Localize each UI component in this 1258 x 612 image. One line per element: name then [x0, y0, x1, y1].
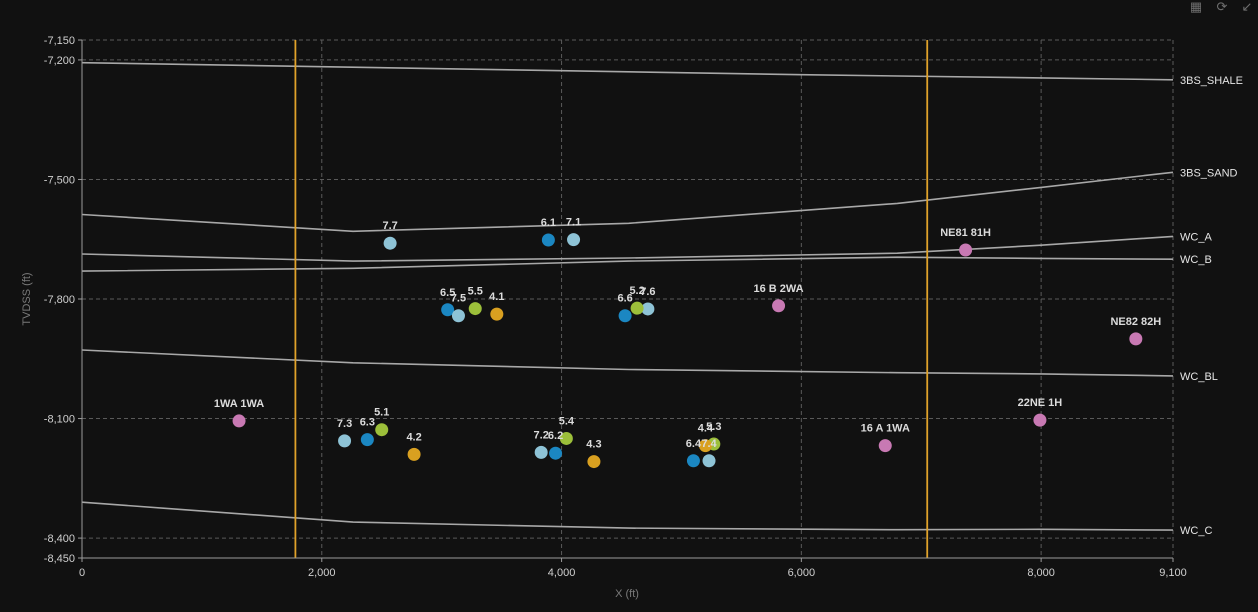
data-point-label: 6.2 — [548, 430, 563, 442]
y-tick-label: -8,450 — [44, 553, 75, 565]
data-point-label: NE81 81H — [940, 227, 991, 239]
data-point-label: 16 A 1WA — [861, 423, 910, 435]
data-point — [534, 445, 548, 459]
data-point-label: 6.1 — [541, 217, 556, 229]
data-point — [541, 233, 555, 247]
data-point — [549, 446, 563, 460]
data-point-label: 7.2 — [534, 429, 549, 441]
data-point — [567, 233, 581, 247]
point-labels: 6.1 6.5 6.6 6.3 6.2 6.4 7.7 7.1 7.5 7.6 7.3 7.2 7.4 5… — [214, 217, 1161, 451]
data-point-label: 7.1 — [566, 217, 581, 229]
data-point — [772, 299, 786, 313]
data-point — [468, 302, 482, 316]
horizon-line — [81, 256, 1174, 272]
x-tick-label: 8,000 — [1027, 567, 1055, 579]
horizon-line — [81, 501, 1174, 531]
x-tick-label: 6,000 — [788, 567, 816, 579]
data-point-label: 5.5 — [468, 286, 483, 298]
data-point — [451, 309, 465, 323]
data-point — [232, 414, 246, 428]
data-point-label: 22NE 1H — [1018, 397, 1063, 409]
data-point — [383, 236, 397, 250]
horizon-label: 3BS_SHALE — [1180, 75, 1243, 87]
y-tick-label: -8,400 — [44, 533, 75, 545]
horizon-label: WC_A — [1180, 231, 1212, 243]
data-point — [641, 302, 655, 316]
horizon-lines: 3BS_SHALE 3BS_SAND WC_A WC_B WC_BL WC_C — [81, 61, 1243, 537]
data-point — [407, 447, 421, 461]
horizon-label: 3BS_SAND — [1180, 167, 1238, 179]
data-point — [618, 309, 632, 323]
grid-lines — [82, 39, 1174, 559]
data-point — [698, 439, 712, 453]
data-point-label: 6.6 — [617, 293, 632, 305]
x-tick-label: 9,100 — [1159, 567, 1187, 579]
data-point-label: 4.3 — [586, 439, 601, 451]
data-point — [686, 454, 700, 468]
data-point — [959, 243, 973, 257]
y-axis-title: TVDSS (ft) — [21, 272, 33, 325]
data-point-label: 7.4 — [701, 438, 717, 450]
data-point — [1129, 332, 1143, 346]
data-point-label: 16 B 2WA — [753, 283, 803, 295]
data-point — [375, 423, 389, 437]
y-tick-label: -8,100 — [44, 414, 75, 426]
data-point — [360, 433, 374, 447]
data-point-label: 7.3 — [337, 418, 352, 430]
data-point-label: 7.6 — [640, 286, 655, 298]
horizon-label: WC_C — [1180, 525, 1212, 537]
data-point-label: 7.7 — [382, 220, 397, 232]
data-point-label: 4.2 — [406, 431, 421, 443]
data-point — [630, 301, 644, 315]
data-point — [441, 303, 455, 317]
data-points — [232, 233, 1143, 469]
data-point-label: 6.3 — [360, 417, 375, 429]
horizon-line — [81, 349, 1174, 377]
horizon-line — [81, 61, 1174, 81]
horizon-label: WC_B — [1180, 254, 1212, 266]
export-icon[interactable]: ↙ — [1241, 0, 1253, 14]
y-tick-label: -7,150 — [44, 35, 75, 47]
data-point-label: 5.3 — [706, 421, 721, 433]
vertical-markers — [294, 40, 929, 558]
horizon-line — [81, 235, 1174, 262]
y-tick-label: -7,200 — [44, 55, 75, 67]
y-tick-label: -7,800 — [44, 294, 75, 306]
data-point-label: 6.4 — [686, 438, 702, 450]
x-tick-label: 4,000 — [548, 567, 576, 579]
data-point-label: 7.5 — [451, 293, 466, 305]
data-point — [490, 307, 504, 321]
data-point — [338, 434, 352, 448]
data-point-label: 5.1 — [374, 407, 389, 419]
refresh-icon[interactable]: ⟳ — [1216, 0, 1228, 14]
data-point-label: 6.5 — [440, 287, 455, 299]
data-point-label: NE82 82H — [1110, 316, 1161, 328]
x-tick-labels: 0 2,000 4,000 6,000 8,000 9,100 — [79, 558, 1187, 579]
data-point — [587, 455, 601, 469]
data-point — [702, 454, 716, 468]
data-point-label: 5.4 — [559, 415, 575, 427]
data-point-label: 4.4 — [698, 423, 714, 435]
horizon-line — [81, 171, 1174, 233]
x-tick-label: 0 — [79, 567, 85, 579]
data-point-label: 5.2 — [629, 285, 644, 297]
x-tick-label: 2,000 — [308, 567, 336, 579]
data-point — [559, 431, 573, 445]
data-point — [1033, 413, 1047, 427]
data-point-label: 4.1 — [489, 291, 504, 303]
y-tick-labels: -7,150 -7,200 -7,500 -7,800 -8,100 -8,400 -8,4… — [44, 35, 82, 565]
y-tick-label: -7,500 — [44, 174, 75, 186]
x-axis-title: X (ft) — [615, 588, 639, 600]
data-point — [878, 439, 892, 453]
horizon-label: WC_BL — [1180, 371, 1218, 383]
focus-icon[interactable]: ▦ — [1189, 0, 1203, 14]
data-point-label: 1WA 1WA — [214, 398, 264, 410]
